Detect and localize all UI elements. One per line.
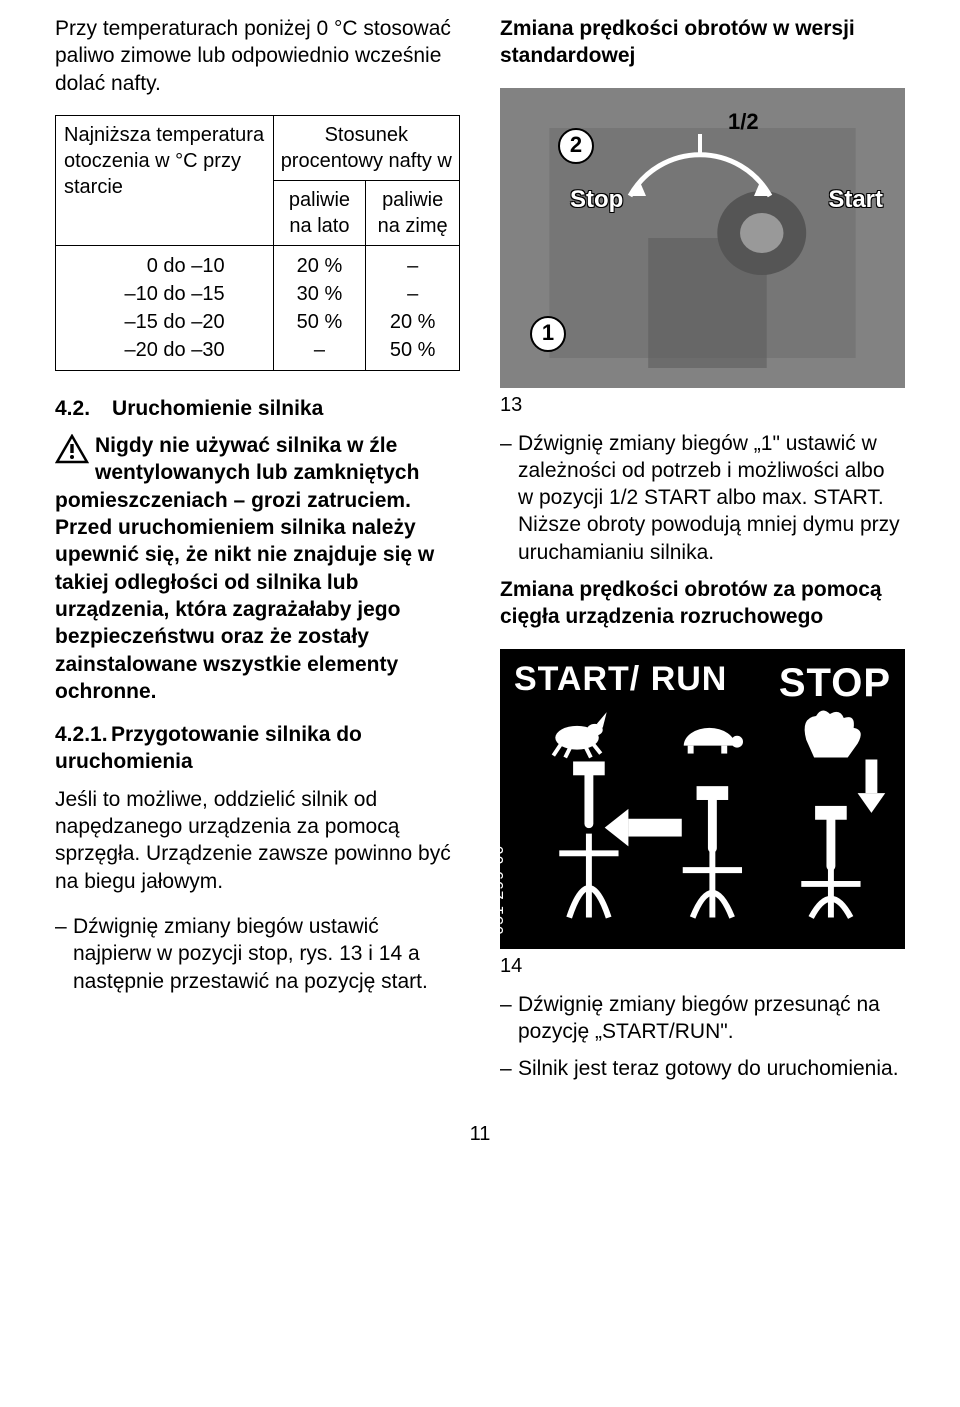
- para-4-2-1: Jeśli to możliwe, oddzielić silnik od na…: [55, 786, 460, 895]
- left-bullet-1-text: Dźwignię zmiany biegów ustawić najpierw …: [73, 913, 460, 995]
- panel-side-number: 051 299 00: [489, 845, 510, 935]
- section-4-2-1-heading: 4.2.1.Przygotowanie silnika do uruchomie…: [55, 721, 460, 776]
- fig13-label-stop: Stop: [570, 184, 623, 215]
- warning-text: Nigdy nie używać silnika w źle wentylowa…: [55, 434, 434, 703]
- table-head-sub-right: paliwie na zimę: [366, 181, 459, 245]
- table-data-col2: 20 % 30 % 50 % –: [274, 246, 367, 370]
- start-run-panel: START/ RUN STOP: [500, 649, 905, 949]
- fig13-label-2: 2: [558, 128, 594, 164]
- fig13-label-1: 1: [530, 316, 566, 352]
- table-head-sub-left: paliwie na lato: [274, 181, 367, 245]
- figure-14-number: 14: [500, 953, 905, 979]
- right-bullet-1: – Dźwignię zmiany biegów „1" ustawić w z…: [500, 430, 905, 566]
- section-4-2-heading: 4.2. Uruchomienie silnika: [55, 395, 460, 422]
- right-bullet-2: – Dźwignię zmiany biegów przesunąć na po…: [500, 991, 905, 1046]
- right-bullet-3: – Silnik jest teraz gotowy do uruchomien…: [500, 1055, 905, 1082]
- table-head-right-top: Stosunek procentowy nafty w: [274, 116, 459, 181]
- bullet-dash: –: [500, 430, 518, 566]
- engine-figure-13: 2 1/2 Stop Start 1: [500, 88, 905, 388]
- bullet-dash: –: [500, 1055, 518, 1082]
- section-4-2-1-number: 4.2.1.: [55, 721, 111, 748]
- right-heading-1: Zmiana prędkości obrotów w wersji standa…: [500, 15, 905, 70]
- fig13-label-half: 1/2: [728, 108, 759, 137]
- lever-diagram-icon: [500, 649, 905, 949]
- intro-paragraph: Przy temperaturach poniżej 0 °C stosować…: [55, 15, 460, 97]
- table-data-col3: – – 20 % 50 %: [366, 246, 459, 370]
- warning-triangle-icon: [55, 434, 89, 464]
- fuel-ratio-table: Najniższa temperatura otoczenia w °C prz…: [55, 115, 460, 371]
- right-bullet-3-text: Silnik jest teraz gotowy do uruchomienia…: [518, 1055, 905, 1082]
- right-bullet-1-text: Dźwignię zmiany biegów „1" ustawić w zal…: [518, 430, 905, 566]
- right-heading-2: Zmiana prędkości obrotów za pomocą cięgł…: [500, 576, 905, 631]
- section-4-2-number: 4.2.: [55, 395, 90, 422]
- table-head-left: Najniższa temperatura otoczenia w °C prz…: [56, 116, 274, 245]
- bullet-dash: –: [500, 991, 518, 1046]
- left-bullet-1: – Dźwignię zmiany biegów ustawić najpier…: [55, 913, 460, 995]
- figure-13-number: 13: [500, 392, 905, 418]
- page-number: 11: [55, 1121, 905, 1147]
- section-4-2-title: Uruchomienie silnika: [112, 395, 323, 422]
- warning-block: Nigdy nie używać silnika w źle wentylowa…: [55, 432, 460, 705]
- fig13-label-start: Start: [828, 184, 883, 215]
- right-bullet-2-text: Dźwignię zmiany biegów przesunąć na pozy…: [518, 991, 905, 1046]
- table-data-col1: 0 do –10 –10 do –15 –15 do –20 –20 do –3…: [56, 246, 274, 370]
- bullet-dash: –: [55, 913, 73, 995]
